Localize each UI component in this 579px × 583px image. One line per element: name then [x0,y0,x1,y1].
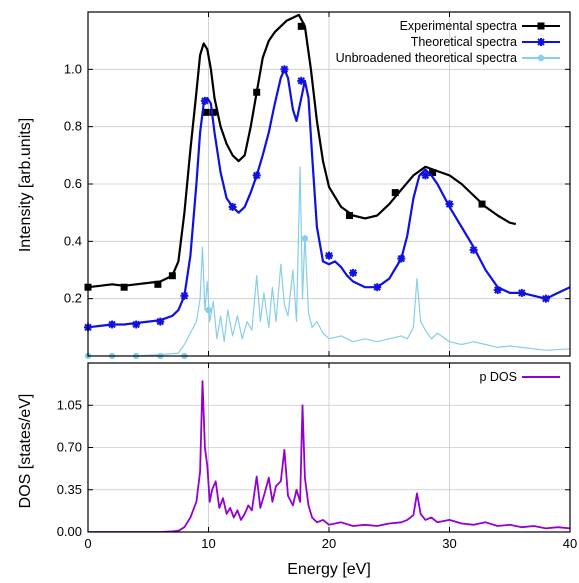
bottom-plot-frame [87,362,571,533]
x-tick-label: 30 [442,536,456,551]
experimental-spectra-marker [253,88,261,96]
top-y-tick-label: 0.4 [64,233,82,248]
theoretical-spectra-line [88,68,570,329]
unbroadened-theoretical-spectra-marker [301,235,309,242]
top-y-tick-label: 0.6 [64,176,82,191]
experimental-spectra-marker [120,283,128,291]
top-y-axis-label: Intensity [arb.units] [17,118,34,252]
theoretical-spectra-marker [421,171,430,180]
bottom-y-tick-label: 1.05 [57,397,82,412]
theoretical-spectra-marker [445,200,454,209]
theoretical-spectra-marker [373,283,382,292]
top-y-tick-label: 0.2 [64,291,82,306]
theoretical-spectra-marker [541,294,550,303]
experimental-spectra-marker [209,108,217,116]
experimental-spectra-legend-label: Experimental spectra [400,19,517,33]
experimental-spectra-legend-marker [537,22,545,30]
theoretical-spectra-marker [132,320,141,329]
theoretical-spectra-marker [156,317,165,326]
p-dos-legend-label: p DOS [479,370,517,384]
bottom-y-axis-label: DOS [states/eV] [17,394,34,509]
unbroadened-theoretical-spectra-legend-marker [537,54,545,62]
experimental-spectra-marker [429,169,437,177]
p-dos-line [88,380,570,532]
top-y-tick-label: 0.8 [64,119,82,134]
experimental-spectra-marker [391,189,399,197]
experimental-spectra-marker [297,22,305,30]
theoretical-spectra-marker [469,245,478,254]
bottom-y-tick-label: 0.00 [57,524,82,539]
experimental-spectra-marker [478,200,486,208]
unbroadened-theoretical-spectra-legend-label: Unbroadened theoretical spectra [336,51,517,65]
theoretical-spectra-marker [280,65,289,74]
bottom-panel: 0.00 0.35 0.70 1.05 0 10 20 30 40 p DOS [57,362,577,551]
x-tick-label: 20 [322,536,336,551]
theoretical-spectra-legend-label: Theoretical spectra [411,35,517,49]
bottom-y-tick-label: 0.70 [57,440,82,455]
top-plot-frame [87,11,571,357]
theoretical-spectra-marker [517,288,526,297]
top-y-tick-label: 1.0 [64,61,82,76]
x-tick-label: 0 [84,536,91,551]
experimental-spectra-marker [168,272,176,280]
theoretical-spectra-marker [297,76,306,85]
theoretical-spectra-legend-marker [537,38,545,46]
theoretical-spectra-marker [108,320,117,329]
experimental-spectra-marker [154,280,162,288]
unbroadened-theoretical-spectra-marker [205,306,212,314]
theoretical-spectra-marker [397,254,406,263]
unbroadened-theoretical-spectra-line [88,166,570,356]
theoretical-spectra-marker [200,96,209,105]
experimental-spectra-marker [202,108,210,116]
bottom-y-tick-label: 0.35 [57,482,82,497]
x-tick-label: 10 [201,536,215,551]
x-tick-label: 40 [563,536,577,551]
theoretical-spectra-marker [349,268,358,277]
theoretical-spectra-marker [493,286,502,295]
experimental-spectra-marker [345,212,353,220]
theoretical-spectra-marker [180,291,189,300]
theoretical-spectra-marker [252,171,261,180]
theoretical-spectra-marker [325,251,333,260]
theoretical-spectra-marker [228,202,237,211]
top-panel: 0.2 0.4 0.6 0.8 1.0 Experimental spectra Theor… [64,11,571,360]
experimental-spectra-line [88,13,517,289]
x-axis-label: Energy [eV] [287,561,371,578]
